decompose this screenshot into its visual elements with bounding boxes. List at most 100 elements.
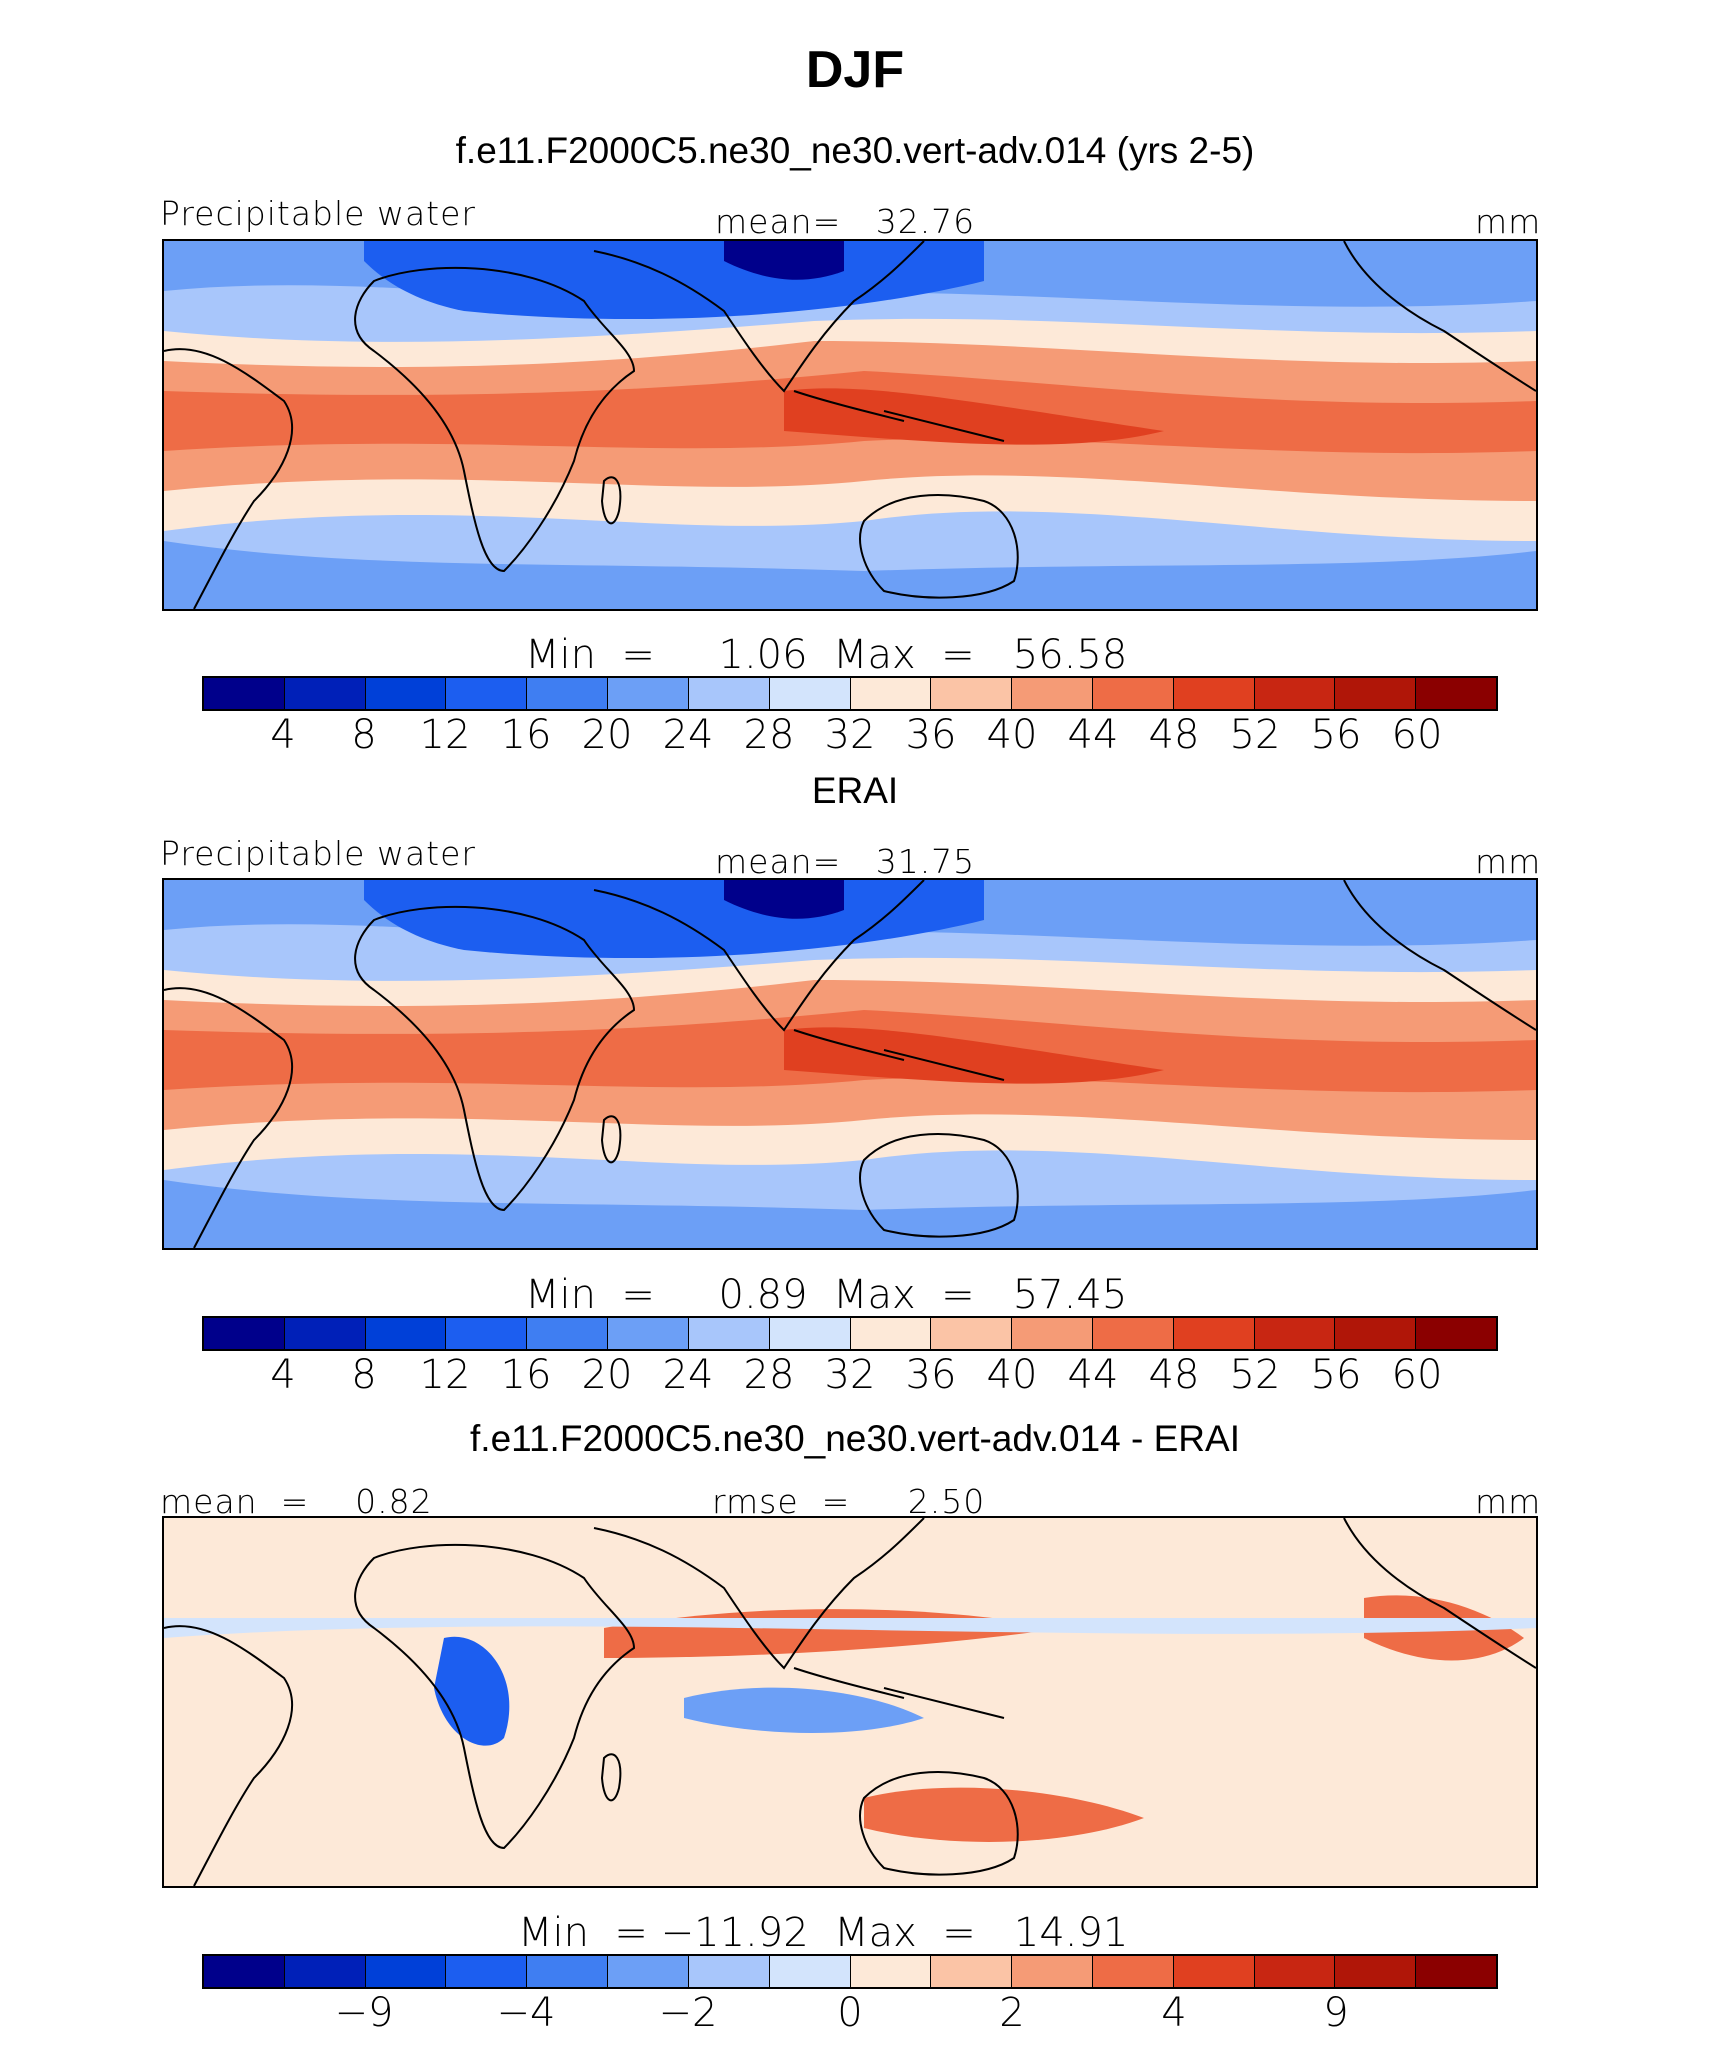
australia-coastline — [859, 1133, 1019, 1238]
colorbar-tick-label: 24 — [662, 1352, 714, 1398]
panel-1-colorbar-ticks: 4 8 12 16 20 24 28 32 36 40 44 48 52 56 60 — [202, 712, 1498, 762]
colorbar-tick-label: −2 — [658, 1990, 718, 2036]
colorbar-tick-label: 44 — [1067, 1352, 1119, 1398]
colorbar-tick-label: 12 — [419, 1352, 471, 1398]
colorbar-swatch — [284, 1318, 366, 1349]
panel-2-variable-label: Precipitable water — [160, 834, 476, 873]
south-america-coastline — [164, 348, 293, 609]
panel-3-colorbar-ticks: −9 −4 −2 0 2 4 9 — [202, 1990, 1498, 2040]
colorbar-swatch — [608, 678, 689, 709]
africa-coastline — [354, 1543, 636, 1850]
colorbar-tick-label: 48 — [1148, 712, 1200, 758]
colorbar-tick-label: 4 — [270, 1352, 296, 1398]
colorbar-swatch — [1012, 1318, 1093, 1349]
panel-3-map — [162, 1516, 1538, 1888]
asia-coastline — [593, 241, 925, 393]
africa-coastline — [354, 266, 636, 573]
australia-coastline — [859, 1771, 1019, 1876]
colorbar-tick-label: 56 — [1310, 712, 1362, 758]
colorbar-tick-label: 60 — [1391, 1352, 1443, 1398]
colorbar-tick-label: 28 — [743, 712, 795, 758]
colorbar-swatch — [446, 1956, 528, 1987]
maritime-continent-coastline — [793, 1667, 1005, 1719]
maritime-continent-coastline — [793, 1029, 1005, 1081]
north-america-coastline — [1343, 1518, 1536, 1669]
colorbar-swatch — [931, 1318, 1013, 1349]
panel-1-mean-label: mean= 32.76 — [715, 202, 976, 241]
coastlines — [164, 241, 1536, 609]
colorbar-tick-label: 16 — [500, 1352, 552, 1398]
coastlines — [164, 1518, 1536, 1886]
colorbar-tick-label: 4 — [1161, 1990, 1187, 2036]
panel-1-units-label: mm — [1475, 202, 1542, 241]
colorbar-swatch — [1254, 1956, 1336, 1987]
panel-1-map — [162, 239, 1538, 611]
colorbar-swatch — [284, 678, 366, 709]
colorbar-tick-label: 32 — [824, 712, 876, 758]
panel-1-variable-label: Precipitable water — [160, 194, 476, 233]
colorbar-swatch — [1335, 1318, 1417, 1349]
colorbar-swatch — [1416, 1318, 1496, 1349]
colorbar-swatch — [931, 678, 1013, 709]
colorbar-swatch — [1012, 1956, 1093, 1987]
north-america-coastline — [1343, 880, 1536, 1031]
field-band — [684, 1687, 924, 1733]
colorbar-swatch — [850, 1318, 932, 1349]
panel-3-colorbar — [202, 1954, 1498, 1989]
colorbar-tick-label: 16 — [500, 712, 552, 758]
colorbar-tick-label: 40 — [986, 712, 1038, 758]
colorbar-swatch — [1335, 1956, 1417, 1987]
colorbar-swatch — [850, 1956, 932, 1987]
australia-coastline — [859, 494, 1019, 599]
south-america-coastline — [164, 987, 293, 1248]
panel-2-title: ERAI — [811, 770, 899, 811]
colorbar-tick-label: 36 — [905, 712, 957, 758]
panel-2-minmax: Min = 0.89 Max = 57.45 — [525, 1272, 1128, 1318]
colorbar-swatch — [769, 1956, 851, 1987]
colorbar-swatch — [365, 1318, 447, 1349]
panel-3-mean-label: mean = 0.82 — [160, 1482, 433, 1521]
colorbar-tick-label: 28 — [743, 1352, 795, 1398]
colorbar-tick-label: 40 — [986, 1352, 1038, 1398]
colorbar-swatch — [527, 1956, 609, 1987]
colorbar-swatch — [1012, 678, 1093, 709]
colorbar-tick-label: −4 — [496, 1990, 556, 2036]
panel-2-units-label: mm — [1475, 842, 1542, 881]
panel-1-colorbar — [202, 676, 1498, 711]
colorbar-swatch — [446, 678, 528, 709]
field-band — [164, 1180, 1536, 1248]
madagascar-coastline — [600, 1115, 622, 1164]
colorbar-tick-label: 2 — [999, 1990, 1025, 2036]
colorbar-swatch — [608, 1318, 689, 1349]
colorbar-tick-label: 24 — [662, 712, 714, 758]
colorbar-tick-label: 8 — [351, 1352, 377, 1398]
panel-1-minmax: Min = 1.06 Max = 56.58 — [525, 632, 1128, 678]
panel-3-minmax: Min = −11.92 Max = 14.91 — [518, 1910, 1129, 1956]
panel-2-mean-label: mean= 31.75 — [715, 842, 976, 881]
colorbar-tick-label: 9 — [1323, 1990, 1349, 2036]
field-band — [864, 1787, 1144, 1842]
colorbar-tick-label: 48 — [1148, 1352, 1200, 1398]
north-america-coastline — [1343, 241, 1536, 392]
panel-1-title: f.e11.F2000C5.ne30_ne30.vert-adv.014 (yr… — [455, 130, 1255, 171]
africa-coastline — [354, 905, 636, 1212]
madagascar-coastline — [600, 1753, 622, 1802]
colorbar-swatch — [1173, 1956, 1255, 1987]
colorbar-swatch — [527, 1318, 609, 1349]
colorbar-swatch — [688, 1956, 770, 1987]
colorbar-swatch — [769, 678, 851, 709]
colorbar-swatch — [204, 1318, 285, 1349]
colorbar-swatch — [365, 1956, 447, 1987]
colorbar-swatch — [1092, 1318, 1174, 1349]
colorbar-tick-label: 4 — [270, 712, 296, 758]
field-band — [164, 1618, 1536, 1638]
colorbar-swatch — [1173, 1318, 1255, 1349]
colorbar-tick-label: 0 — [837, 1990, 863, 2036]
madagascar-coastline — [600, 476, 622, 525]
colorbar-tick-label: 12 — [419, 712, 471, 758]
colorbar-swatch — [1254, 1318, 1336, 1349]
field-band — [434, 1636, 510, 1746]
colorbar-swatch — [284, 1956, 366, 1987]
colorbar-swatch — [1335, 678, 1417, 709]
colorbar-tick-label: 20 — [581, 712, 633, 758]
